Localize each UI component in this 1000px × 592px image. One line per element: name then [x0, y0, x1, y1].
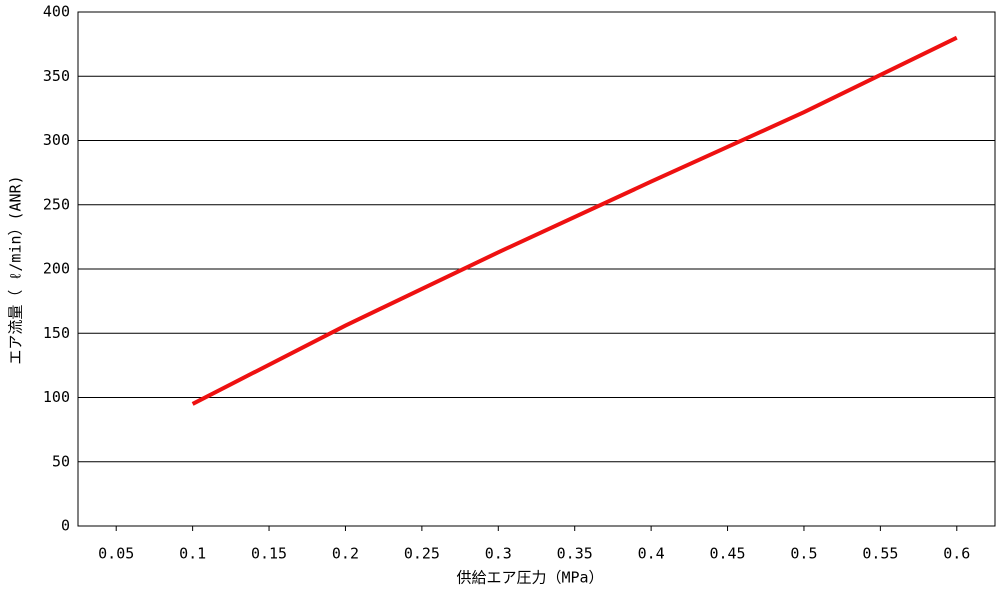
x-axis-label: 供給エア圧力（MPa） — [456, 569, 603, 587]
x-tick-label: 0.25 — [404, 545, 440, 563]
y-tick-label: 200 — [43, 260, 70, 278]
y-tick-label: 0 — [61, 517, 70, 535]
x-tick-label: 0.45 — [709, 545, 745, 563]
x-tick-label: 0.1 — [179, 545, 206, 563]
x-tick-label: 0.2 — [332, 545, 359, 563]
y-tick-label: 350 — [43, 67, 70, 85]
y-tick-label: 400 — [43, 3, 70, 21]
plot-frame — [77, 11, 996, 527]
x-tick-label: 0.3 — [485, 545, 512, 563]
x-tick-label: 0.15 — [251, 545, 287, 563]
y-tick-label: 100 — [43, 388, 70, 406]
x-tick-label: 0.55 — [862, 545, 898, 563]
y-tick-label: 150 — [43, 324, 70, 342]
x-tick-label: 0.35 — [557, 545, 593, 563]
y-tick-label: 300 — [43, 131, 70, 149]
x-tick-label: 0.05 — [98, 545, 134, 563]
x-tick-label: 0.5 — [790, 545, 817, 563]
x-tick-label: 0.4 — [638, 545, 665, 563]
y-tick-label: 250 — [43, 195, 70, 213]
y-tick-label: 50 — [52, 452, 70, 470]
x-tick-label: 0.6 — [943, 545, 970, 563]
y-axis-label: エア流量（ ℓ/min）(ANR) — [7, 175, 25, 364]
data-line — [191, 35, 958, 406]
